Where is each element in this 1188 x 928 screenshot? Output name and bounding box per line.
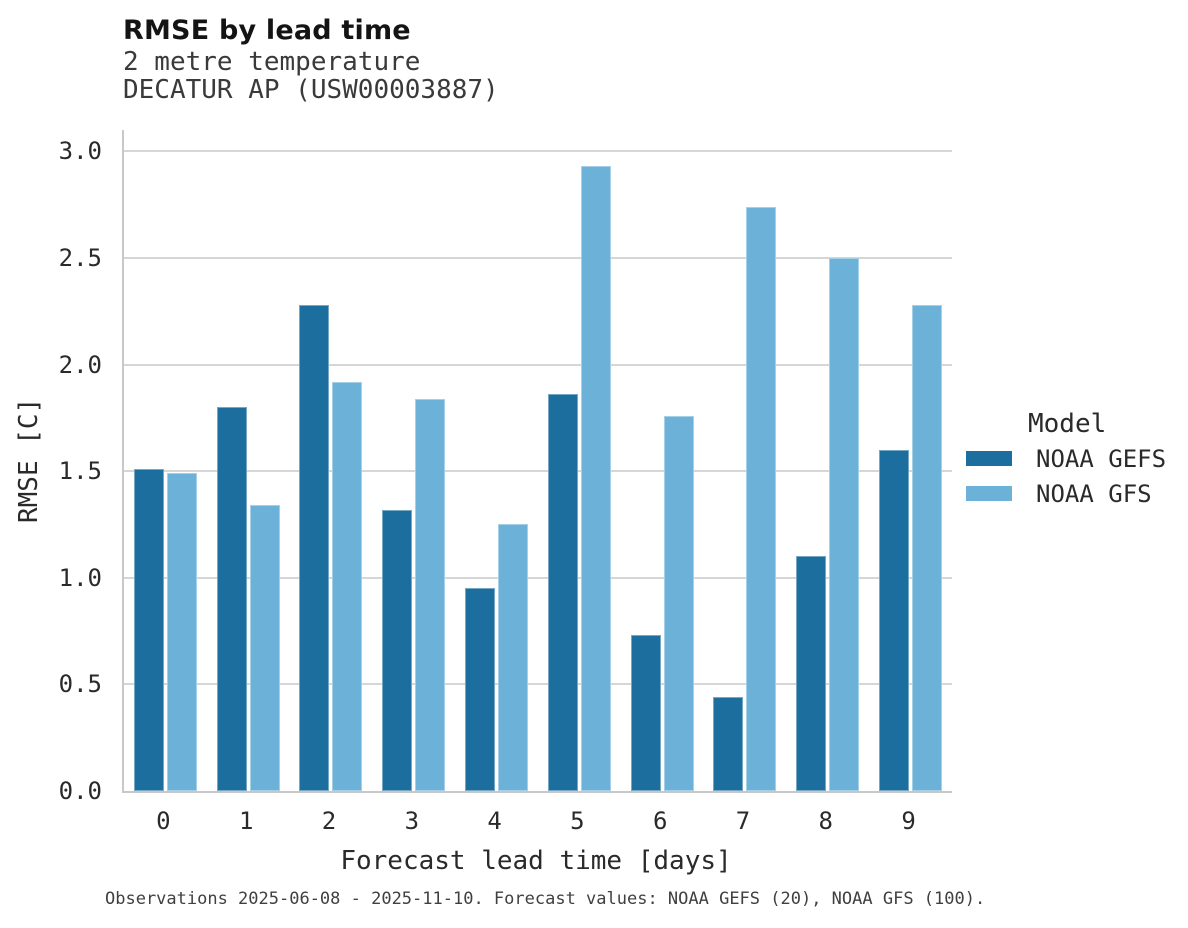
x-tick-label-3: 3 [404, 807, 420, 835]
bar-noaa-gefs-lead-1 [216, 407, 247, 791]
gridline-0.5 [124, 683, 952, 686]
x-axis-label: Forecast lead time [days] [340, 846, 732, 876]
bar-noaa-gefs-lead-5 [547, 394, 578, 791]
bar-noaa-gfs-lead-9 [912, 304, 943, 791]
bar-noaa-gfs-lead-8 [829, 257, 860, 791]
bar-group-lead-9 [869, 304, 952, 791]
chart-subtitle-station: DECATUR AP (USW00003887) [123, 75, 499, 105]
bar-group-lead-1 [207, 407, 290, 791]
bar-group-lead-8 [786, 257, 869, 791]
y-tick-label-1.0: 1.0 [58, 563, 102, 592]
x-tick-label-7: 7 [735, 807, 751, 835]
legend-swatch-noaa-gefs-icon [966, 451, 1012, 466]
y-tick-label-2.5: 2.5 [58, 243, 102, 272]
y-tick-label-0.0: 0.0 [58, 777, 102, 805]
bar-noaa-gefs-lead-2 [299, 304, 330, 791]
bar-noaa-gefs-lead-4 [465, 588, 496, 791]
x-tick-label-8: 8 [818, 807, 833, 835]
bar-noaa-gefs-lead-3 [382, 509, 413, 791]
bar-noaa-gefs-lead-8 [796, 556, 827, 791]
legend: Model NOAA GEFS NOAA GFS [966, 408, 1181, 510]
bar-noaa-gfs-lead-0 [166, 473, 197, 791]
bar-group-lead-0 [124, 469, 207, 791]
bar-groups [124, 130, 952, 791]
title-block: RMSE by lead time 2 metre temperature DE… [123, 14, 499, 104]
x-tick-label-1: 1 [238, 807, 254, 835]
x-tick-label-6: 6 [652, 807, 668, 835]
x-tick-label-4: 4 [487, 807, 502, 835]
y-tick-label-1.5: 1.5 [58, 457, 102, 486]
bar-noaa-gfs-lead-5 [580, 166, 611, 791]
bar-noaa-gfs-lead-7 [746, 206, 777, 791]
y-tick-label-2.0: 2.0 [58, 350, 102, 379]
bar-group-lead-7 [704, 206, 787, 791]
legend-swatch-noaa-gfs-icon [966, 486, 1012, 501]
bar-noaa-gefs-lead-6 [630, 635, 661, 791]
bar-noaa-gefs-lead-9 [879, 449, 910, 791]
chart-subtitle-variable: 2 metre temperature [123, 47, 421, 77]
gridline-1.5 [124, 470, 952, 473]
legend-label-noaa-gefs: NOAA GEFS [1036, 444, 1167, 473]
y-tick-label-3.0: 3.0 [58, 137, 102, 166]
x-tick-label-0: 0 [156, 807, 171, 835]
x-tick-label-9: 9 [901, 807, 916, 835]
bar-group-lead-2 [290, 304, 373, 791]
y-tick-label-0.5: 0.5 [58, 670, 102, 699]
footer-note: Observations 2025-06-08 - 2025-11-10. Fo… [105, 889, 986, 909]
y-axis-ticks: 0.0 0.5 1.0 1.5 2.0 2.5 3.0 [38, 130, 102, 805]
x-tick-label-5: 5 [570, 807, 585, 835]
x-axis-ticks: 0 1 2 3 4 5 6 7 8 9 [122, 806, 950, 836]
gridline-3.0 [124, 150, 952, 153]
bar-group-lead-4 [455, 524, 538, 791]
bar-noaa-gfs-lead-4 [498, 524, 529, 791]
bar-group-lead-3 [372, 398, 455, 791]
bar-noaa-gfs-lead-2 [332, 381, 363, 791]
legend-title: Model [1028, 409, 1107, 439]
gridline-1.0 [124, 576, 952, 579]
bar-noaa-gfs-lead-6 [663, 415, 694, 791]
legend-entry-noaa-gefs: NOAA GEFS [966, 442, 1181, 475]
bar-group-lead-5 [538, 166, 621, 791]
legend-label-noaa-gfs: NOAA GFS [1036, 479, 1152, 508]
gridline-2.5 [124, 256, 952, 259]
bar-noaa-gfs-lead-3 [415, 398, 446, 791]
bar-group-lead-6 [621, 415, 704, 791]
bar-noaa-gfs-lead-1 [249, 505, 280, 791]
bar-noaa-gefs-lead-7 [713, 697, 744, 791]
plot-area [122, 130, 952, 793]
legend-entry-noaa-gfs: NOAA GFS [966, 477, 1181, 510]
bar-noaa-gefs-lead-0 [133, 469, 164, 791]
gridline-2.0 [124, 363, 952, 366]
x-tick-label-2: 2 [321, 807, 337, 835]
chart-title: RMSE by lead time [123, 15, 411, 46]
